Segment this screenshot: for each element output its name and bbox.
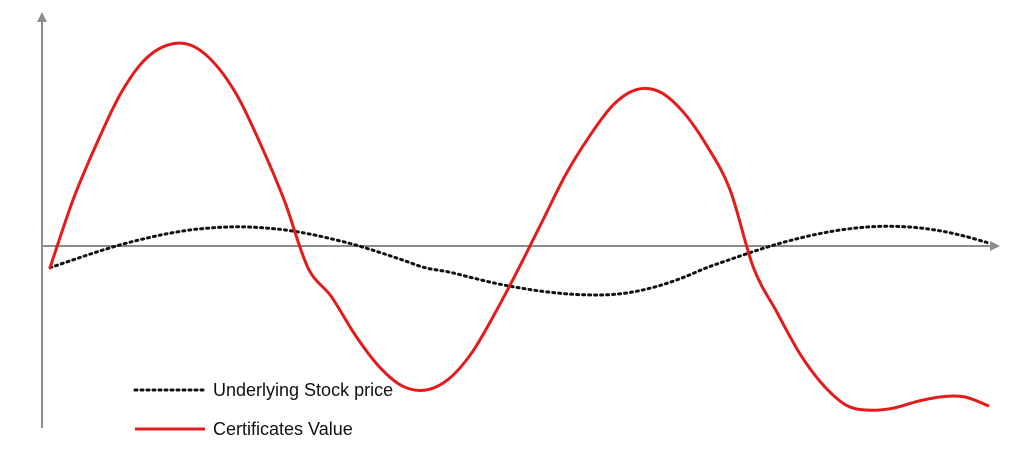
- legend-item-certificates: Certificates Value: [135, 419, 353, 439]
- legend-item-underlying: Underlying Stock price: [133, 380, 393, 400]
- series-line-underlying-stock-price: [48, 224, 990, 297]
- series-layer: [48, 41, 990, 412]
- legend-label-certificates: Certificates Value: [213, 419, 353, 439]
- series-line-certificates-value: [48, 41, 990, 412]
- legend-label-underlying: Underlying Stock price: [213, 380, 393, 400]
- legend: Underlying Stock price Certificates Valu…: [133, 380, 393, 439]
